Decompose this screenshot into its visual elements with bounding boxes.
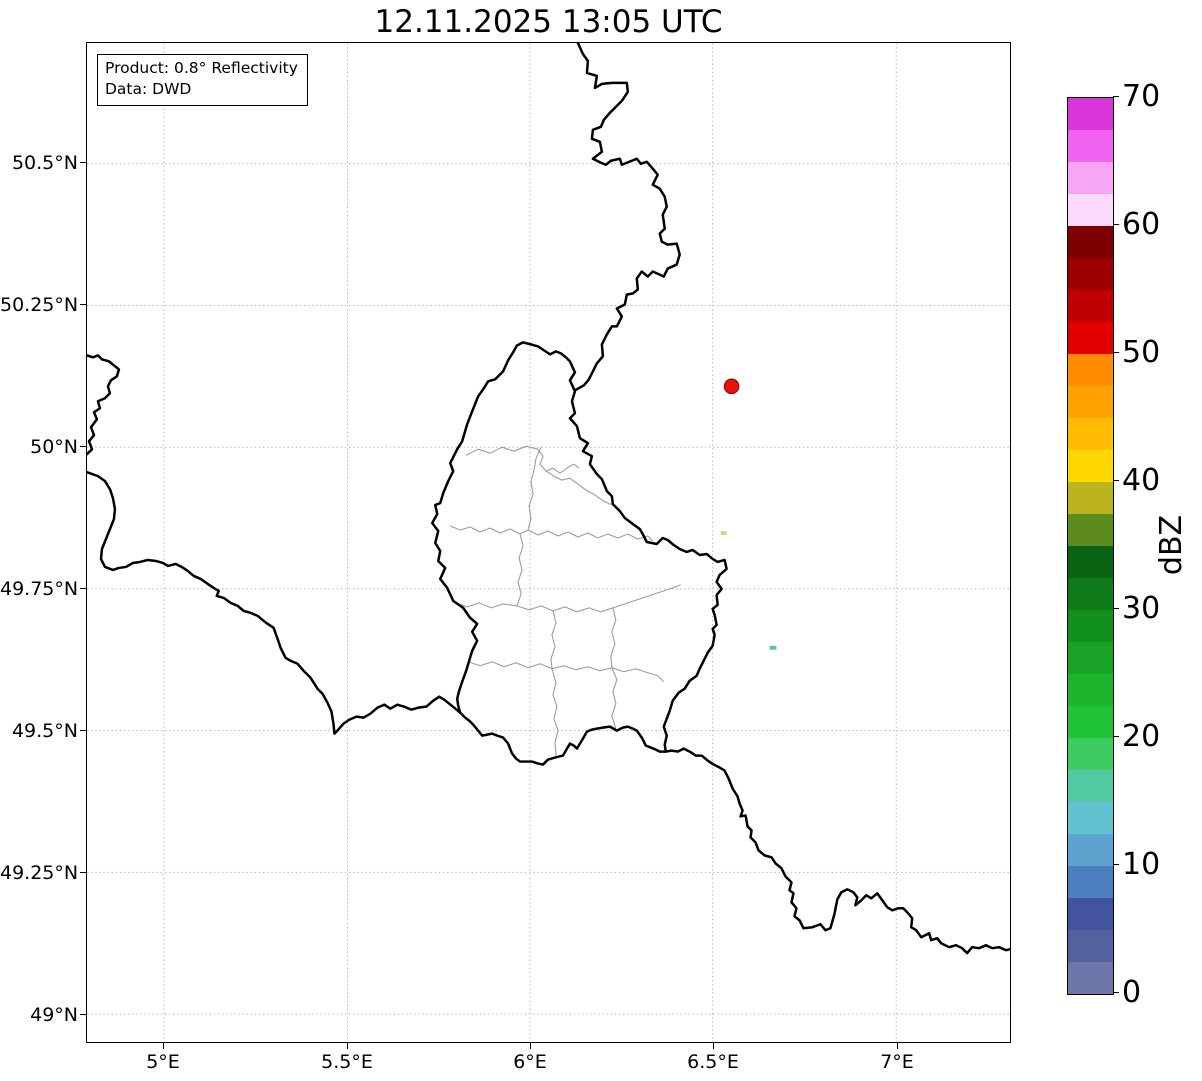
x-tick-label: 7°E [880,1051,914,1073]
colorbar-segment [1068,450,1113,482]
colorbar-segment [1068,898,1113,930]
map-svg [87,43,1010,1042]
colorbar-segment [1068,738,1113,770]
canton-borders [450,445,681,756]
graticule [87,43,1010,1042]
y-tick-mark [80,304,86,306]
colorbar-tick-mark [1113,480,1119,482]
colorbar-segment [1068,706,1113,738]
border-france [87,470,462,735]
colorbar-tick-mark [1113,992,1119,994]
colorbar-segment [1068,770,1113,802]
x-tick-mark [347,1043,349,1049]
colorbar-unit-label: dBZ [1154,514,1189,576]
x-tick-mark [713,1043,715,1049]
colorbar-segment [1068,258,1113,290]
border-givet-salient [87,354,121,456]
colorbar-segment [1068,866,1113,898]
colorbar-tick-label: 10 [1122,847,1161,882]
reflectivity-echoes [720,531,777,650]
colorbar-tick-label: 50 [1122,335,1161,370]
colorbar-segment [1068,98,1113,130]
colorbar-segment [1068,514,1113,546]
colorbar [1067,97,1114,995]
info-box-product: Product: 0.8° Reflectivity [105,59,298,77]
info-box: Product: 0.8° Reflectivity Data: DWD [97,54,308,106]
x-tick-mark [897,1043,899,1049]
colorbar-segment [1068,194,1113,226]
border-france-germany [664,747,1010,955]
x-tick-label: 5°E [146,1051,180,1073]
colorbar-segment [1068,962,1113,994]
colorbar-segment [1068,290,1113,322]
colorbar-segment [1068,130,1113,162]
y-tick-mark [80,1014,86,1016]
y-tick-label: 49.75°N [0,578,79,600]
colorbar-segment [1068,322,1113,354]
y-tick-label: 49°N [30,1004,78,1026]
y-tick-label: 49.5°N [11,720,78,742]
x-tick-mark [530,1043,532,1049]
colorbar-segment [1068,578,1113,610]
colorbar-segment [1068,546,1113,578]
colorbar-tick-mark [1113,224,1119,226]
page-title: 12.11.2025 13:05 UTC [374,4,723,40]
colorbar-tick-mark [1113,352,1119,354]
colorbar-tick-mark [1113,864,1119,866]
y-tick-mark [80,588,86,590]
colorbar-tick-label: 20 [1122,719,1161,754]
colorbar-segment [1068,674,1113,706]
y-tick-label: 50.5°N [11,152,78,174]
x-tick-label: 5.5°E [321,1051,373,1073]
y-tick-label: 49.25°N [0,862,79,884]
colorbar-tick-label: 40 [1122,463,1161,498]
y-tick-label: 50.25°N [0,294,79,316]
colorbar-segment [1068,162,1113,194]
colorbar-segment [1068,226,1113,258]
colorbar-tick-mark [1113,736,1119,738]
colorbar-segment [1068,354,1113,386]
colorbar-segment [1068,482,1113,514]
border-luxembourg [431,341,728,766]
colorbar-tick-mark [1113,608,1119,610]
colorbar-segment [1068,930,1113,962]
colorbar-tick-label: 30 [1122,591,1161,626]
x-tick-label: 6.5°E [687,1051,739,1073]
y-tick-label: 50°N [30,436,78,458]
map-plot-area: Product: 0.8° Reflectivity Data: DWD [86,42,1011,1043]
colorbar-tick-mark [1113,96,1119,98]
precip-echo-yellow [720,531,727,536]
colorbar-segment [1068,386,1113,418]
y-tick-mark [80,730,86,732]
colorbar-tick-label: 0 [1122,975,1142,1010]
colorbar-segment [1068,610,1113,642]
y-tick-mark [80,446,86,448]
y-tick-mark [80,872,86,874]
x-tick-mark [163,1043,165,1049]
colorbar-tick-label: 60 [1122,207,1161,242]
national-borders [87,43,1010,955]
colorbar-tick-label: 70 [1122,79,1161,114]
border-belgium-germany [573,43,681,392]
info-box-source: Data: DWD [105,80,192,98]
x-tick-label: 6°E [513,1051,547,1073]
colorbar-segment [1068,642,1113,674]
radar-site-dot [723,378,740,395]
precip-echo-teal [769,645,777,650]
y-tick-mark [80,162,86,164]
colorbar-segment [1068,418,1113,450]
colorbar-segment [1068,802,1113,834]
colorbar-segment [1068,834,1113,866]
